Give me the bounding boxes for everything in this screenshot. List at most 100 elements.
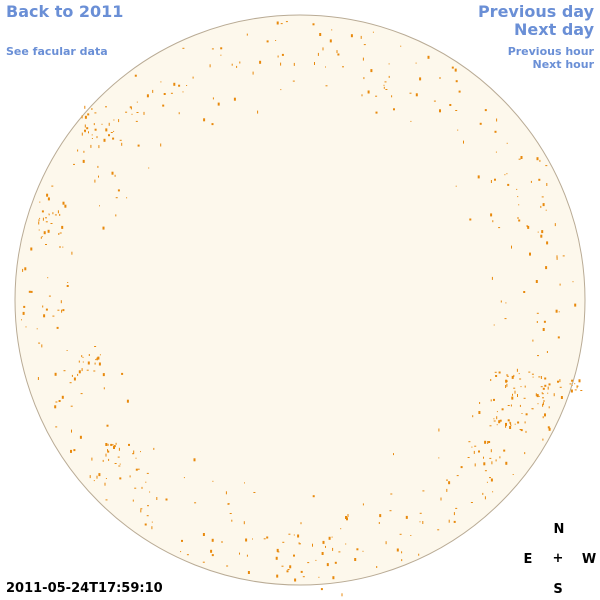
facula-speck — [520, 429, 523, 432]
facula-speck — [517, 196, 519, 198]
facula-speck — [314, 62, 315, 65]
facula-speck — [146, 94, 149, 98]
facula-speck — [22, 268, 24, 272]
facula-speck — [239, 552, 240, 555]
facula-speck — [252, 538, 253, 540]
facula-speck — [81, 132, 83, 136]
facula-speck — [489, 457, 492, 459]
facula-speck — [532, 339, 534, 342]
facula-speck — [88, 354, 90, 356]
facula-speck — [293, 554, 295, 557]
facula-speck — [317, 52, 319, 56]
facula-speck — [559, 379, 561, 383]
facula-speck — [107, 443, 109, 446]
facula-speck — [45, 244, 47, 245]
facula-speck — [275, 556, 278, 560]
facula-speck — [98, 175, 99, 178]
facula-speck — [297, 534, 300, 538]
facula-speck — [538, 395, 540, 397]
facula-speck — [332, 576, 335, 580]
previous-day-link[interactable]: Previous day — [477, 2, 594, 21]
facula-speck — [384, 81, 387, 83]
facula-speck — [511, 396, 514, 400]
facula-speck — [69, 382, 72, 384]
facula-speck — [51, 185, 54, 187]
facula-speck — [140, 509, 142, 513]
facula-speck — [556, 256, 558, 260]
see-facular-data-link[interactable]: See facular data — [6, 45, 108, 58]
facula-speck — [505, 379, 508, 383]
facula-speck — [454, 68, 457, 72]
facula-speck — [107, 450, 110, 453]
facula-speck — [410, 120, 412, 122]
compass-center-mark: + — [552, 551, 564, 566]
facula-speck — [555, 309, 558, 313]
facula-speck — [312, 495, 315, 498]
facula-speck — [559, 283, 561, 286]
facula-speck — [239, 61, 241, 64]
facula-speck — [356, 548, 359, 551]
facula-speck — [302, 576, 305, 578]
facula-speck — [312, 543, 313, 547]
facula-speck — [227, 503, 230, 505]
facula-speck — [495, 151, 497, 153]
previous-hour-link[interactable]: Previous hour — [507, 45, 594, 58]
facula-speck — [91, 138, 93, 139]
facula-speck — [135, 120, 138, 122]
facula-speck — [490, 478, 493, 482]
facula-speck — [54, 405, 57, 409]
facula-speck — [545, 165, 548, 167]
facula-speck — [96, 357, 98, 361]
facula-speck — [114, 174, 116, 177]
facula-speck — [574, 303, 577, 307]
facula-speck — [536, 321, 538, 323]
facula-speck — [370, 69, 373, 73]
facula-speck — [363, 77, 365, 80]
facula-speck — [379, 514, 382, 518]
facula-speck — [541, 392, 543, 394]
facula-speck — [535, 280, 538, 283]
facula-speck — [494, 130, 497, 133]
facula-speck — [542, 416, 544, 419]
back-to-year-link[interactable]: Back to 2011 — [6, 2, 124, 21]
facula-speck — [115, 442, 117, 445]
facula-speck — [165, 498, 168, 501]
facula-speck — [42, 305, 44, 308]
facula-speck — [82, 356, 84, 358]
facula-speck — [54, 372, 57, 376]
facula-speck — [385, 89, 388, 90]
facula-speck — [84, 105, 86, 109]
facula-speck — [102, 226, 105, 230]
facula-speck — [322, 47, 324, 51]
facula-speck — [105, 106, 107, 108]
facula-speck — [84, 124, 86, 128]
facula-speck — [121, 372, 124, 375]
facula-speck — [493, 398, 495, 401]
facula-speck — [245, 538, 248, 542]
facula-speck — [78, 360, 80, 363]
next-day-link[interactable]: Next day — [514, 20, 594, 39]
facula-speck — [524, 452, 526, 455]
facula-speck — [362, 503, 364, 506]
facula-speck — [58, 400, 61, 402]
facula-speck — [113, 446, 115, 449]
facula-speck — [131, 113, 133, 115]
facula-speck — [149, 491, 151, 493]
next-hour-link[interactable]: Next hour — [532, 58, 595, 71]
facula-speck — [48, 295, 51, 297]
facula-speck — [220, 47, 223, 50]
facula-speck — [289, 565, 292, 569]
facula-speck — [94, 128, 97, 131]
facula-speck — [519, 404, 521, 407]
compass-west-label: W — [581, 552, 597, 567]
facula-speck — [91, 134, 93, 136]
facula-speck — [375, 111, 378, 114]
facula-speck — [518, 158, 521, 160]
facula-speck — [325, 545, 326, 548]
facula-speck — [446, 479, 448, 481]
facula-speck — [52, 315, 55, 317]
facula-speck — [455, 185, 457, 187]
facula-speck — [538, 178, 541, 181]
facula-speck — [178, 84, 181, 87]
facula-speck — [110, 443, 113, 446]
